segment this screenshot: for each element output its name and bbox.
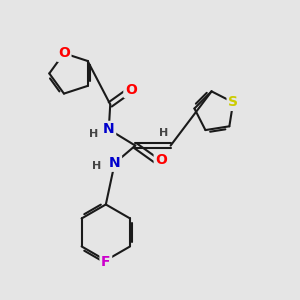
Text: N: N: [109, 156, 121, 170]
Text: H: H: [159, 128, 168, 138]
Text: O: O: [125, 82, 137, 97]
Text: S: S: [228, 95, 238, 110]
Text: O: O: [155, 153, 167, 167]
Text: H: H: [92, 161, 102, 171]
Text: N: N: [103, 122, 115, 136]
Text: F: F: [101, 255, 111, 269]
Text: O: O: [58, 46, 70, 60]
Text: H: H: [89, 129, 99, 139]
